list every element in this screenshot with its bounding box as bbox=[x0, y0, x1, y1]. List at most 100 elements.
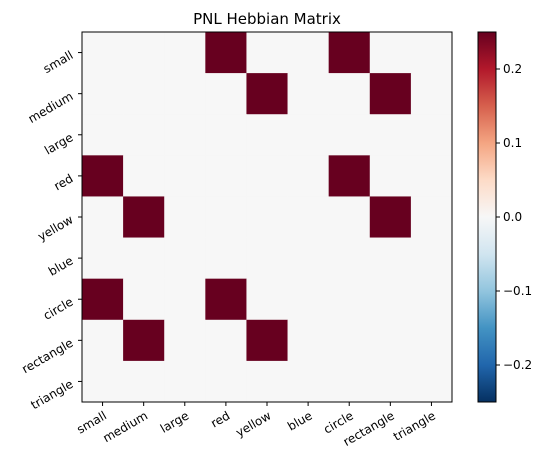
heatmap-cell-large-blue bbox=[287, 114, 329, 156]
heatmap-cell-medium-small bbox=[82, 73, 124, 115]
heatmap-cell-large-red bbox=[205, 114, 247, 156]
heatmap-cell-rectangle-medium bbox=[123, 319, 165, 362]
heatmap-cell-yellow-triangle bbox=[410, 196, 453, 238]
y-tick-label: rectangle bbox=[19, 336, 75, 376]
y-axis-ticks: small medium large red yellow blue circle recta… bbox=[19, 48, 82, 412]
y-tick-label: red bbox=[51, 171, 75, 193]
heatmap-cell-circle-large bbox=[164, 278, 206, 321]
heatmap-cell-triangle-yellow bbox=[246, 360, 288, 403]
heatmap-cell-large-yellow bbox=[246, 114, 288, 156]
heatmap-cell-yellow-yellow bbox=[246, 196, 288, 238]
heatmap-cell-medium-blue bbox=[287, 73, 329, 115]
heatmap-cell-rectangle-circle bbox=[328, 319, 371, 362]
heatmap-cell-triangle-blue bbox=[287, 360, 329, 403]
heatmap-cell-red-rectangle bbox=[369, 155, 412, 197]
x-tick-label: medium bbox=[100, 408, 150, 445]
x-tick-label: yellow bbox=[233, 408, 273, 439]
heatmap-cell-red-triangle bbox=[410, 155, 453, 197]
x-tick-label: triangle bbox=[391, 408, 438, 443]
heatmap-cell-large-circle bbox=[328, 114, 371, 156]
heatmap-cell-triangle-circle bbox=[328, 360, 371, 403]
heatmap-cell-large-small bbox=[82, 114, 124, 156]
y-tick-label: yellow bbox=[35, 212, 75, 243]
heatmap-cell-large-large bbox=[164, 114, 206, 156]
chart-title: PNL Hebbian Matrix bbox=[193, 10, 341, 28]
heatmap-cell-small-red bbox=[205, 32, 247, 74]
heatmap-cell-triangle-red bbox=[205, 360, 247, 403]
heatmap-cell-circle-yellow bbox=[246, 278, 288, 321]
heatmap-cell-yellow-red bbox=[205, 196, 247, 238]
heatmap-cell-red-blue bbox=[287, 155, 329, 197]
y-tick-label: triangle bbox=[28, 377, 75, 412]
heatmap-cell-circle-red bbox=[205, 278, 247, 321]
heatmap-cell-yellow-small bbox=[82, 196, 124, 238]
heatmap-cell-blue-circle bbox=[328, 237, 371, 279]
heatmap-cell-blue-small bbox=[82, 237, 124, 279]
heatmap-cell-red-circle bbox=[328, 155, 371, 197]
heatmap-cell-rectangle-large bbox=[164, 319, 206, 362]
heatmap-cell-rectangle-rectangle bbox=[369, 319, 412, 362]
heatmap-cell-blue-blue bbox=[287, 237, 329, 279]
colorbar-ticks: 0.2 0.1 0.0 −0.1 −0.2 bbox=[496, 62, 532, 372]
heatmap-cell-circle-circle bbox=[328, 278, 371, 321]
heatmap-cells bbox=[82, 32, 453, 403]
heatmap-cell-blue-triangle bbox=[410, 237, 453, 279]
x-tick-label: red bbox=[208, 408, 232, 430]
heatmap-cell-red-medium bbox=[123, 155, 165, 197]
y-tick-label: circle bbox=[41, 295, 76, 323]
y-tick-label: medium bbox=[26, 89, 76, 126]
heatmap-cell-large-rectangle bbox=[369, 114, 412, 156]
x-tick-label: blue bbox=[285, 408, 314, 433]
colorbar-tick-label: −0.1 bbox=[503, 284, 532, 298]
heatmap-cell-circle-rectangle bbox=[369, 278, 412, 321]
heatmap-cell-medium-circle bbox=[328, 73, 371, 115]
heatmap-cell-small-yellow bbox=[246, 32, 288, 74]
heatmap-cell-red-large bbox=[164, 155, 206, 197]
heatmap-cell-medium-rectangle bbox=[369, 73, 412, 115]
heatmap-cell-blue-large bbox=[164, 237, 206, 279]
heatmap-cell-blue-yellow bbox=[246, 237, 288, 279]
colorbar-tick-label: 0.2 bbox=[503, 62, 522, 76]
heatmap-cell-medium-medium bbox=[123, 73, 165, 115]
heatmap-cell-rectangle-blue bbox=[287, 319, 329, 362]
heatmap-cell-yellow-large bbox=[164, 196, 206, 238]
heatmap-cell-blue-medium bbox=[123, 237, 165, 279]
heatmap-cell-red-small bbox=[82, 155, 124, 197]
heatmap-cell-triangle-rectangle bbox=[369, 360, 412, 403]
heatmap-cell-circle-small bbox=[82, 278, 124, 321]
y-tick-label: large bbox=[42, 130, 75, 157]
heatmap-cell-triangle-triangle bbox=[410, 360, 453, 403]
heatmap-cell-small-medium bbox=[123, 32, 165, 74]
heatmap-cell-yellow-blue bbox=[287, 196, 329, 238]
heatmap-cell-rectangle-small bbox=[82, 319, 124, 362]
heatmap-cell-rectangle-red bbox=[205, 319, 247, 362]
colorbar-tick-label: 0.0 bbox=[503, 210, 522, 224]
heatmap-cell-triangle-large bbox=[164, 360, 206, 403]
heatmap-cell-rectangle-triangle bbox=[410, 319, 453, 362]
heatmap-cell-blue-red bbox=[205, 237, 247, 279]
heatmap-cell-small-rectangle bbox=[369, 32, 412, 74]
heatmap-cell-large-medium bbox=[123, 114, 165, 156]
heatmap-cell-medium-triangle bbox=[410, 73, 453, 115]
heatmap-cell-yellow-medium bbox=[123, 196, 165, 238]
colorbar-tick-label: 0.1 bbox=[503, 136, 522, 150]
heatmap-cell-large-triangle bbox=[410, 114, 453, 156]
heatmap-cell-triangle-small bbox=[82, 360, 124, 403]
heatmap-cell-circle-blue bbox=[287, 278, 329, 321]
heatmap-cell-blue-rectangle bbox=[369, 237, 412, 279]
heatmap-cell-medium-large bbox=[164, 73, 206, 115]
heatmap-cell-triangle-medium bbox=[123, 360, 165, 403]
x-tick-label: large bbox=[158, 408, 191, 435]
heatmap-cell-yellow-rectangle bbox=[369, 196, 412, 238]
heatmap-cell-rectangle-yellow bbox=[246, 319, 288, 362]
heatmap-cell-small-blue bbox=[287, 32, 329, 74]
heatmap-cell-small-circle bbox=[328, 32, 371, 74]
heatmap-cell-small-small bbox=[82, 32, 124, 74]
heatmap-cell-medium-red bbox=[205, 73, 247, 115]
heatmap-cell-small-triangle bbox=[410, 32, 453, 74]
colorbar-tick-label: −0.2 bbox=[503, 358, 532, 372]
heatmap-cell-circle-triangle bbox=[410, 278, 453, 321]
colorbar bbox=[477, 31, 497, 403]
y-tick-label: blue bbox=[46, 254, 75, 279]
